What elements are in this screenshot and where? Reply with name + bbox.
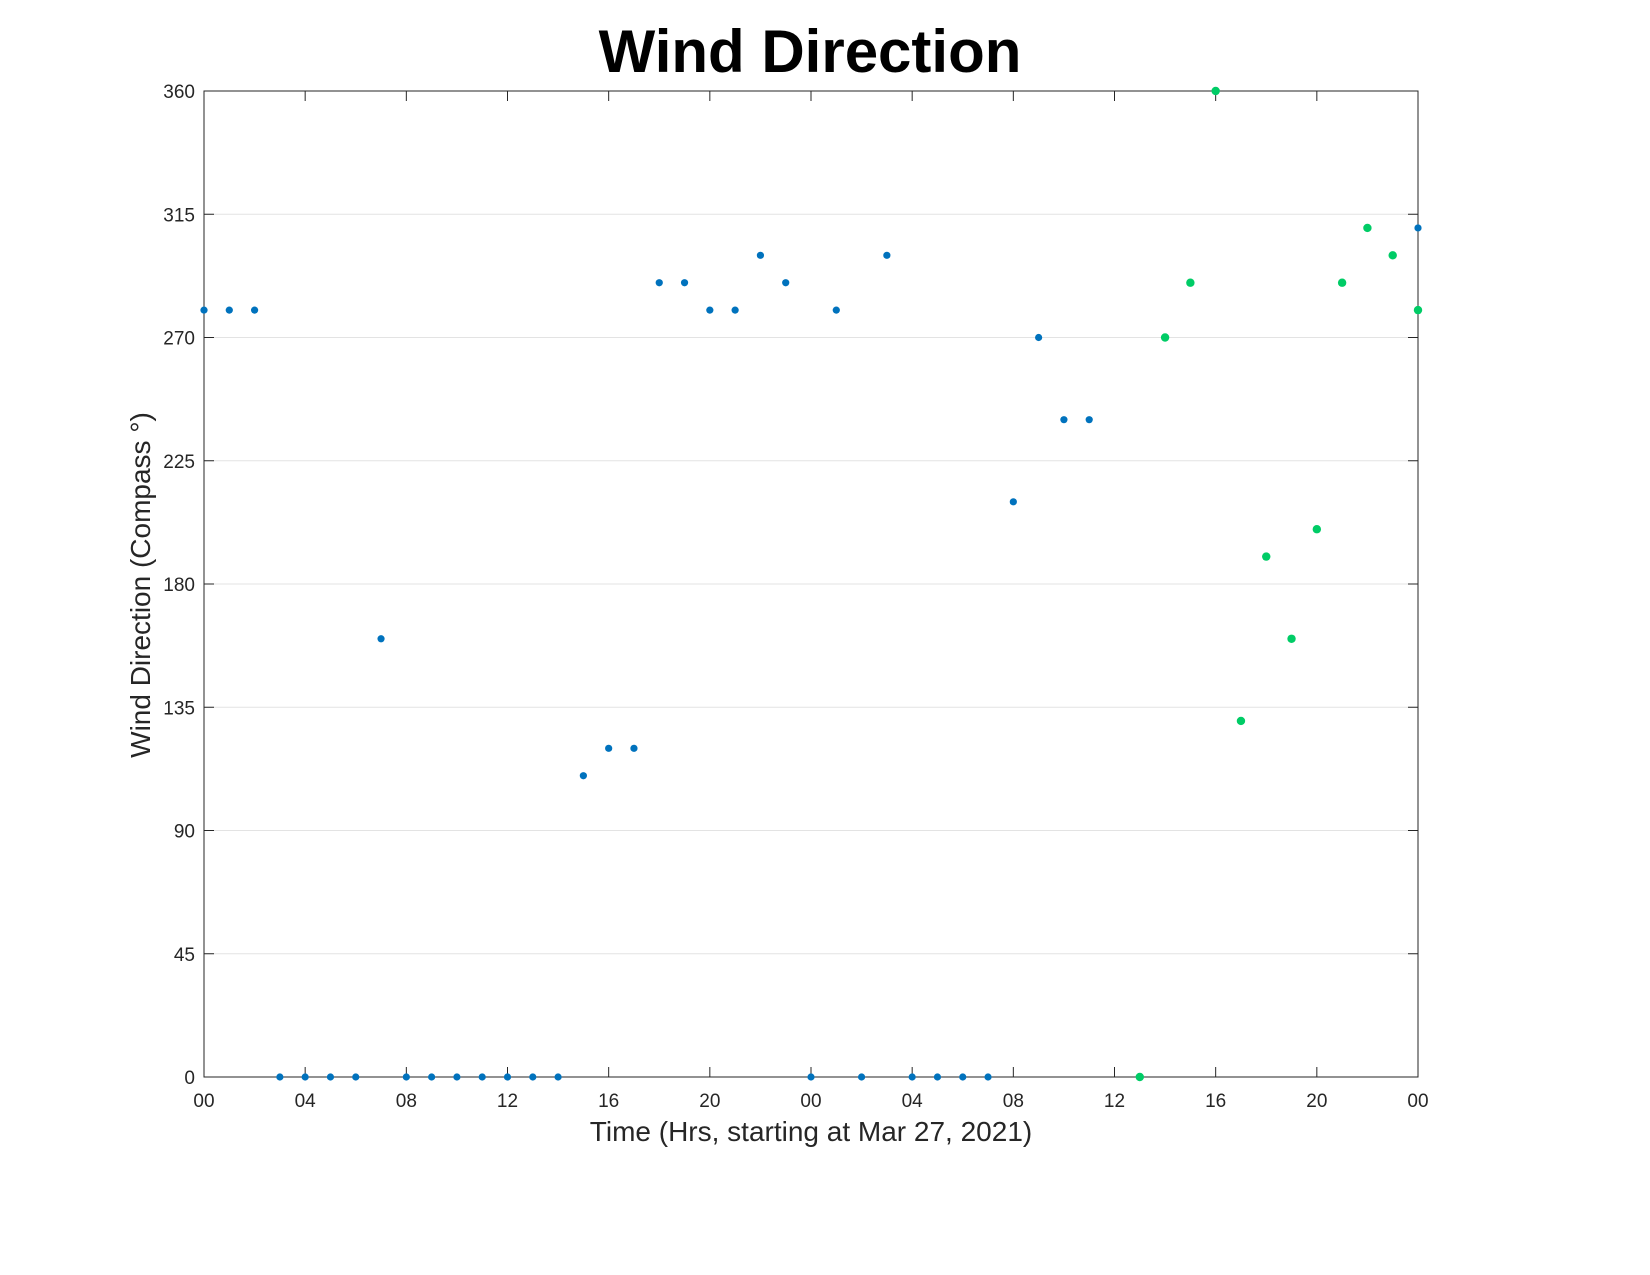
x-tick-label: 16 (598, 1091, 619, 1112)
x-tick-label: 04 (902, 1091, 924, 1112)
data-point-s0-10 (453, 1073, 461, 1081)
y-tick-label: 90 (174, 822, 195, 843)
data-point-s0-34 (1060, 416, 1068, 424)
data-point-s0-7 (377, 635, 385, 643)
data-point-s1-8 (1337, 278, 1347, 287)
axis-ticks (203, 90, 1419, 1078)
data-point-s0-8 (402, 1073, 410, 1081)
data-point-s1-11 (1413, 305, 1423, 315)
data-point-s1-4 (1236, 716, 1246, 726)
x-tick-labels: 00 04 08 12 16 20 00 04 08 12 16 20 00 (193, 1091, 1428, 1112)
y-tick-label: 360 (163, 82, 195, 103)
data-point-s0-5 (326, 1073, 335, 1081)
data-point-s0-12 (503, 1073, 512, 1081)
data-point-s0-0 (200, 306, 208, 314)
x-tick-label: 00 (800, 1091, 821, 1112)
data-point-s0-27 (883, 251, 891, 259)
data-point-s0-35 (1085, 416, 1093, 424)
x-tick-label: 16 (1205, 1091, 1226, 1112)
y-tick-label: 315 (163, 205, 195, 226)
data-point-s0-6 (352, 1073, 360, 1081)
data-point-s0-36 (1414, 224, 1422, 232)
x-tick-label: 00 (193, 1091, 214, 1112)
data-point-s0-2 (250, 306, 259, 314)
data-point-s0-20 (706, 306, 714, 314)
data-point-s0-21 (731, 306, 739, 314)
data-points (200, 86, 1423, 1082)
data-point-s1-0 (1135, 1072, 1144, 1082)
data-point-s0-31 (984, 1073, 992, 1081)
y-axis-label: Wind Direction (Compass °) (125, 412, 156, 758)
data-point-s0-19 (680, 279, 689, 287)
data-point-s1-7 (1312, 525, 1322, 534)
data-point-s1-10 (1388, 251, 1397, 260)
data-point-s0-9 (428, 1073, 436, 1081)
x-axis-label: Time (Hrs, starting at Mar 27, 2021) (590, 1116, 1032, 1147)
data-point-s0-14 (554, 1073, 562, 1081)
data-point-s0-11 (478, 1073, 486, 1081)
x-tick-label: 04 (295, 1091, 317, 1112)
data-point-s0-3 (276, 1073, 284, 1081)
x-tick-label: 08 (1003, 1091, 1024, 1112)
y-tick-label: 270 (163, 329, 195, 350)
data-point-s0-33 (1035, 333, 1043, 342)
y-tick-label: 0 (184, 1068, 195, 1089)
x-tick-label: 20 (1306, 1091, 1327, 1112)
data-point-s1-3 (1211, 86, 1220, 96)
y-tick-label: 180 (163, 575, 195, 596)
data-point-s0-17 (630, 744, 638, 752)
x-tick-label: 00 (1407, 1091, 1428, 1112)
y-tick-label: 135 (163, 698, 195, 719)
y-tick-label: 45 (174, 945, 195, 966)
data-point-s1-5 (1262, 552, 1271, 561)
data-point-s0-29 (933, 1073, 942, 1081)
grid-lines (204, 213, 1418, 955)
data-point-s0-28 (908, 1073, 916, 1081)
y-tick-labels: 0 45 90 135 180 225 270 315 360 (163, 82, 195, 1089)
data-point-s0-23 (782, 279, 790, 287)
x-tick-label: 12 (497, 1091, 518, 1112)
data-point-s1-2 (1186, 278, 1195, 287)
data-point-s0-15 (579, 772, 587, 780)
data-point-s0-26 (857, 1073, 866, 1081)
data-point-s1-1 (1160, 333, 1170, 342)
data-point-s0-16 (605, 744, 613, 752)
data-point-s0-18 (655, 279, 663, 287)
data-point-s0-1 (225, 306, 233, 314)
data-point-s0-13 (529, 1073, 537, 1081)
data-point-s1-9 (1363, 223, 1372, 233)
data-point-s0-22 (756, 251, 765, 259)
data-point-s0-25 (832, 306, 840, 314)
data-point-s1-6 (1287, 634, 1296, 643)
chart-title: Wind Direction (599, 18, 1022, 85)
x-tick-label: 12 (1104, 1091, 1125, 1112)
data-point-s0-32 (1009, 498, 1017, 506)
data-point-s0-24 (807, 1073, 815, 1081)
x-tick-label: 20 (699, 1091, 720, 1112)
y-tick-label: 225 (163, 452, 195, 473)
data-point-s0-30 (959, 1073, 967, 1081)
x-tick-label: 08 (396, 1091, 417, 1112)
data-point-s0-4 (301, 1073, 309, 1081)
